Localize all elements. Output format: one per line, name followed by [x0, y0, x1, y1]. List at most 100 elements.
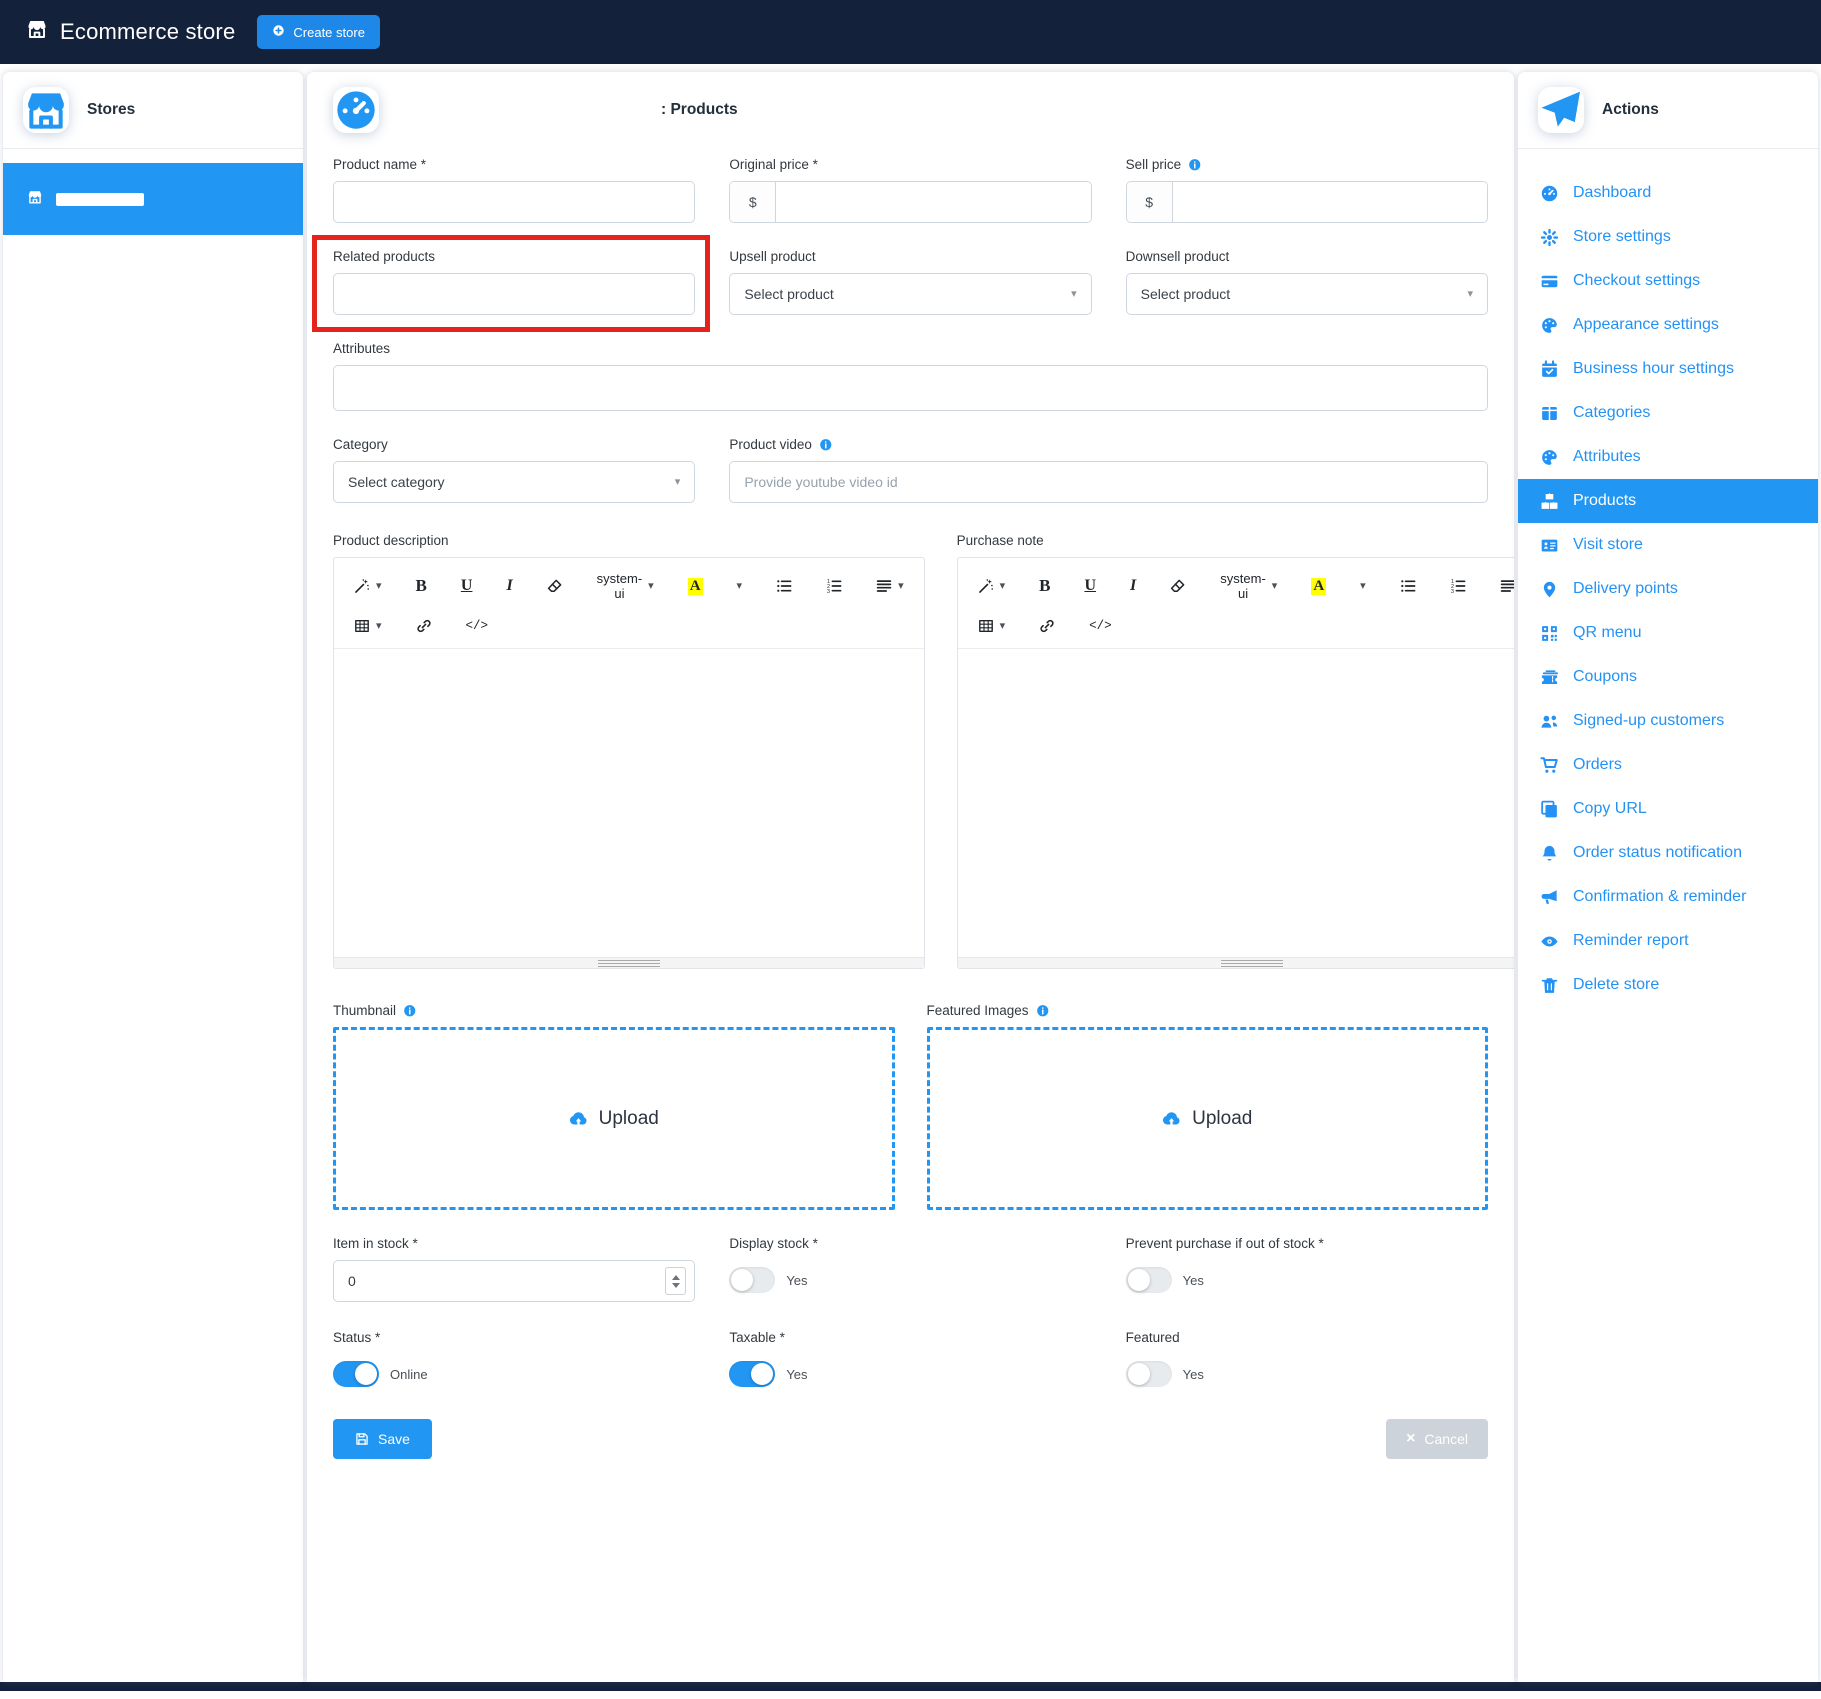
- table-button[interactable]: ▾: [976, 616, 1008, 636]
- editor-resize-handle[interactable]: [334, 957, 924, 968]
- code-view-button[interactable]: </>: [1087, 617, 1114, 635]
- sidebar-item-checkout-settings[interactable]: Checkout settings: [1518, 259, 1818, 303]
- bell-icon: [1540, 844, 1559, 863]
- category-select[interactable]: Select category ▾: [333, 461, 696, 503]
- prevent-purchase-toggle[interactable]: [1125, 1267, 1172, 1293]
- copy-icon: [1540, 800, 1559, 819]
- color-caret-button[interactable]: ▾: [735, 579, 745, 594]
- quantity-stepper[interactable]: [665, 1267, 687, 1295]
- sidebar-item-confirmation-reminder[interactable]: Confirmation & reminder: [1518, 875, 1818, 919]
- style-magic-button[interactable]: ▾: [976, 576, 1008, 596]
- currency-prefix: $: [730, 182, 777, 222]
- product-name-input[interactable]: [333, 181, 696, 223]
- paragraph-align-button[interactable]: ▾: [1498, 576, 1514, 596]
- status-toggle[interactable]: [333, 1361, 379, 1387]
- italic-button[interactable]: I: [504, 575, 514, 597]
- featured-toggle[interactable]: [1125, 1361, 1172, 1387]
- related-products-label: Related products: [333, 249, 436, 264]
- sidebar-item-business-hour-settings[interactable]: Business hour settings: [1518, 347, 1818, 391]
- prevent-purchase-label: Prevent purchase if out of stock *: [1125, 1236, 1324, 1251]
- caret-down-icon: ▾: [1071, 287, 1077, 300]
- related-products-input[interactable]: [333, 273, 696, 315]
- italic-button[interactable]: I: [1128, 575, 1138, 597]
- trash-icon: [1540, 976, 1559, 995]
- status-field: Status * Online: [333, 1330, 695, 1387]
- text-color-button[interactable]: A: [686, 576, 705, 597]
- cancel-label: Cancel: [1424, 1431, 1468, 1447]
- actions-list: Dashboard Store settings Checkout settings…: [1518, 149, 1818, 1007]
- sidebar-item-label: Confirmation & reminder: [1573, 888, 1747, 905]
- sidebar-item-orders[interactable]: Orders: [1518, 743, 1818, 787]
- sidebar-item-reminder-report[interactable]: Reminder report: [1518, 919, 1818, 963]
- display-stock-toggle[interactable]: [729, 1267, 776, 1293]
- sidebar-item-store-settings[interactable]: Store settings: [1518, 215, 1818, 259]
- original-price-input[interactable]: [776, 182, 1091, 222]
- info-icon[interactable]: [403, 1004, 417, 1018]
- thumbnail-upload-dropzone[interactable]: Upload: [333, 1027, 895, 1210]
- sidebar-item-products[interactable]: Products: [1518, 479, 1818, 523]
- clear-format-button[interactable]: [545, 576, 565, 596]
- caret-down-icon: ▾: [1467, 287, 1473, 300]
- sidebar-item-appearance-settings[interactable]: Appearance settings: [1518, 303, 1818, 347]
- sidebar-item-delivery-points[interactable]: Delivery points: [1518, 567, 1818, 611]
- save-button[interactable]: Save: [333, 1419, 432, 1459]
- item-in-stock-input[interactable]: [333, 1260, 696, 1302]
- toggle-state-label: Online: [390, 1366, 428, 1382]
- sidebar-item-order-status-notification[interactable]: Order status notification: [1518, 831, 1818, 875]
- upsell-product-select[interactable]: Select product ▾: [729, 273, 1092, 315]
- page-title: : Products: [661, 101, 738, 118]
- font-family-button[interactable]: system-ui ▾: [595, 569, 656, 603]
- caret-down-icon: ▾: [1271, 579, 1278, 592]
- bold-button[interactable]: B: [414, 574, 429, 598]
- stores-panel: Stores: [3, 72, 303, 1682]
- sidebar-item-label: Visit store: [1573, 536, 1643, 553]
- sidebar-item-categories[interactable]: Categories: [1518, 391, 1818, 435]
- underline-button[interactable]: U: [1082, 575, 1098, 597]
- purchase-note-editing-area[interactable]: [958, 649, 1514, 957]
- code-view-button[interactable]: </>: [464, 617, 491, 635]
- link-button[interactable]: [414, 616, 434, 636]
- clear-format-button[interactable]: [1168, 576, 1188, 596]
- style-magic-button[interactable]: ▾: [352, 576, 384, 596]
- info-icon[interactable]: [819, 438, 833, 452]
- step-down-icon[interactable]: [671, 1282, 680, 1288]
- table-button[interactable]: ▾: [352, 616, 384, 636]
- step-up-icon[interactable]: [671, 1274, 680, 1280]
- bold-button[interactable]: B: [1037, 574, 1052, 598]
- underline-button[interactable]: U: [459, 575, 475, 597]
- product-description-editing-area[interactable]: [334, 649, 924, 957]
- cancel-button[interactable]: × Cancel: [1386, 1419, 1488, 1459]
- editor-resize-handle[interactable]: [957, 957, 1514, 968]
- color-caret-button[interactable]: ▾: [1358, 579, 1368, 594]
- info-icon[interactable]: [1188, 158, 1202, 172]
- sidebar-item-copy-url[interactable]: Copy URL: [1518, 787, 1818, 831]
- sidebar-item-attributes[interactable]: Attributes: [1518, 435, 1818, 479]
- downsell-product-select[interactable]: Select product ▾: [1125, 273, 1488, 315]
- unordered-list-button[interactable]: [1398, 576, 1418, 596]
- text-color-button[interactable]: A: [1309, 576, 1328, 597]
- downsell-product-label: Downsell product: [1125, 249, 1230, 264]
- sidebar-item-coupons[interactable]: Coupons: [1518, 655, 1818, 699]
- sidebar-item-delete-store[interactable]: Delete store: [1518, 963, 1818, 1007]
- link-button[interactable]: [1037, 616, 1057, 636]
- columns-icon: [1540, 404, 1559, 423]
- info-icon[interactable]: [1036, 1004, 1050, 1018]
- featured-images-upload-dropzone[interactable]: Upload: [926, 1027, 1488, 1210]
- create-store-button[interactable]: Create store: [257, 15, 380, 49]
- sidebar-item-qr-menu[interactable]: QR menu: [1518, 611, 1818, 655]
- related-products-field: Related products: [312, 235, 711, 332]
- store-list-item-selected[interactable]: [3, 163, 303, 235]
- sell-price-input[interactable]: [1172, 182, 1487, 222]
- sidebar-item-signed-up-customers[interactable]: Signed-up customers: [1518, 699, 1818, 743]
- product-video-input[interactable]: [729, 461, 1488, 503]
- taxable-toggle[interactable]: [729, 1361, 776, 1387]
- font-family-button[interactable]: system-ui ▾: [1218, 569, 1279, 603]
- svg-text:1: 1: [1451, 579, 1454, 585]
- paragraph-align-button[interactable]: ▾: [874, 576, 906, 596]
- unordered-list-button[interactable]: [774, 576, 794, 596]
- sidebar-item-dashboard[interactable]: Dashboard: [1518, 171, 1818, 215]
- attributes-input[interactable]: [333, 365, 1488, 411]
- sidebar-item-visit-store[interactable]: Visit store: [1518, 523, 1818, 567]
